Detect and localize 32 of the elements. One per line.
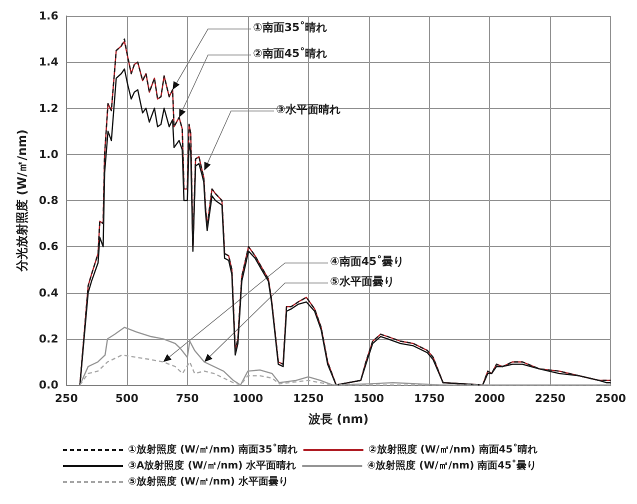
annotation: ②南面45˚晴れ bbox=[253, 47, 328, 60]
annotation: ④南面45˚曇り bbox=[330, 255, 404, 268]
x-tick-label: 1250 bbox=[292, 392, 324, 405]
y-tick-label: 0.6 bbox=[38, 240, 59, 254]
y-tick-label: 0.0 bbox=[38, 378, 59, 392]
x-tick-label: 1000 bbox=[232, 392, 264, 405]
x-tick-label: 250 bbox=[54, 392, 78, 405]
x-tick-label: 1750 bbox=[414, 392, 445, 405]
x-tick-label: 1500 bbox=[353, 392, 384, 405]
annotation: ⑤水平面曇り bbox=[330, 275, 394, 288]
x-tick-label: 2500 bbox=[595, 392, 626, 405]
legend-label: ④放射照度 (W/㎡/nm) 南面45˚曇り bbox=[367, 460, 537, 472]
line-series bbox=[79, 354, 612, 386]
y-tick-label: 1.0 bbox=[38, 148, 59, 161]
y-tick-label: 1.2 bbox=[38, 102, 58, 115]
legend-label: ②放射照度 (W/㎡/nm) 南面45˚晴れ bbox=[368, 444, 538, 456]
y-tick-label: 1.4 bbox=[38, 56, 59, 69]
y-tick-label: 0.8 bbox=[38, 194, 58, 207]
y-axis-title: 分光放射照度 (W/㎡/nm) bbox=[15, 129, 29, 273]
x-tick-label: 2250 bbox=[534, 392, 566, 405]
legend-label: ③A放射照度 (W/㎡/nm) 水平面晴れ bbox=[128, 460, 296, 472]
x-tick-label: 2000 bbox=[474, 392, 506, 405]
y-tick-label: 0.2 bbox=[38, 332, 58, 346]
y-tick-label: 1.6 bbox=[38, 10, 59, 22]
legend-label: ①放射照度 (W/㎡/nm) 南面35˚晴れ bbox=[128, 444, 298, 456]
annotation: ③水平面晴れ bbox=[276, 103, 340, 116]
x-tick-label: 750 bbox=[176, 392, 200, 405]
y-tick-label: 0.4 bbox=[38, 286, 59, 300]
legend-label: ⑤放射照度 (W/㎡/nm) 水平面曇り bbox=[128, 476, 288, 488]
x-axis-title: 波長 (nm) bbox=[307, 412, 369, 426]
annotation: ①南面35˚晴れ bbox=[253, 21, 328, 34]
x-tick-label: 500 bbox=[115, 392, 139, 405]
